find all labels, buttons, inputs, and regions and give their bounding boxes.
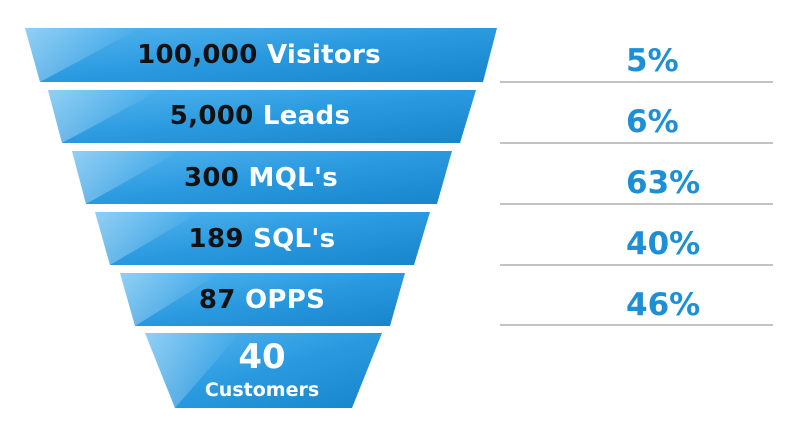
rate-leads-to-mqls: 6% <box>626 104 679 140</box>
funnel-shine-5 <box>120 273 220 326</box>
divider-2 <box>500 142 773 144</box>
final-label: Customers <box>204 379 320 401</box>
stage-name: SQL's <box>253 224 336 254</box>
stage-label-sqls: 189 SQL's <box>189 226 336 252</box>
funnel-shine-6 <box>145 333 240 408</box>
stage-label-leads: 5,000 Leads <box>170 103 350 129</box>
divider-5 <box>500 324 773 326</box>
stage-name: Visitors <box>266 40 381 70</box>
stage-label-mqls: 300 MQL's <box>184 165 338 191</box>
stage-count: 189 <box>188 224 244 254</box>
rate-mqls-to-sqls: 63% <box>626 165 701 201</box>
divider-3 <box>500 203 773 205</box>
stage-count: 5,000 <box>169 101 254 131</box>
rate-opps-to-customers: 46% <box>626 287 701 323</box>
funnel-segment-mqls <box>72 151 452 204</box>
stage-label-visitors: 100,000 Visitors <box>137 42 381 68</box>
divider-1 <box>500 81 773 83</box>
funnel-shine-3 <box>72 151 180 204</box>
final-count: 40 <box>238 337 286 377</box>
stage-name: Leads <box>262 101 351 131</box>
funnel-shine-2 <box>48 90 160 143</box>
funnel-segment-leads <box>48 90 476 143</box>
rate-visitors-to-leads: 5% <box>626 43 679 79</box>
divider-4 <box>500 264 773 266</box>
funnel-shine-1 <box>25 28 140 82</box>
stage-label-opps: 87 OPPS <box>199 287 325 313</box>
stage-count: 100,000 <box>137 40 258 70</box>
stage-name: MQL's <box>248 163 339 193</box>
stage-count: 300 <box>183 163 240 193</box>
funnel-segment-sqls <box>95 212 430 265</box>
funnel-segment-visitors <box>25 28 497 82</box>
stage-name: OPPS <box>245 285 326 315</box>
rate-sqls-to-opps: 40% <box>626 226 701 262</box>
stage-count: 87 <box>198 285 236 315</box>
funnel-shine-4 <box>95 212 200 265</box>
